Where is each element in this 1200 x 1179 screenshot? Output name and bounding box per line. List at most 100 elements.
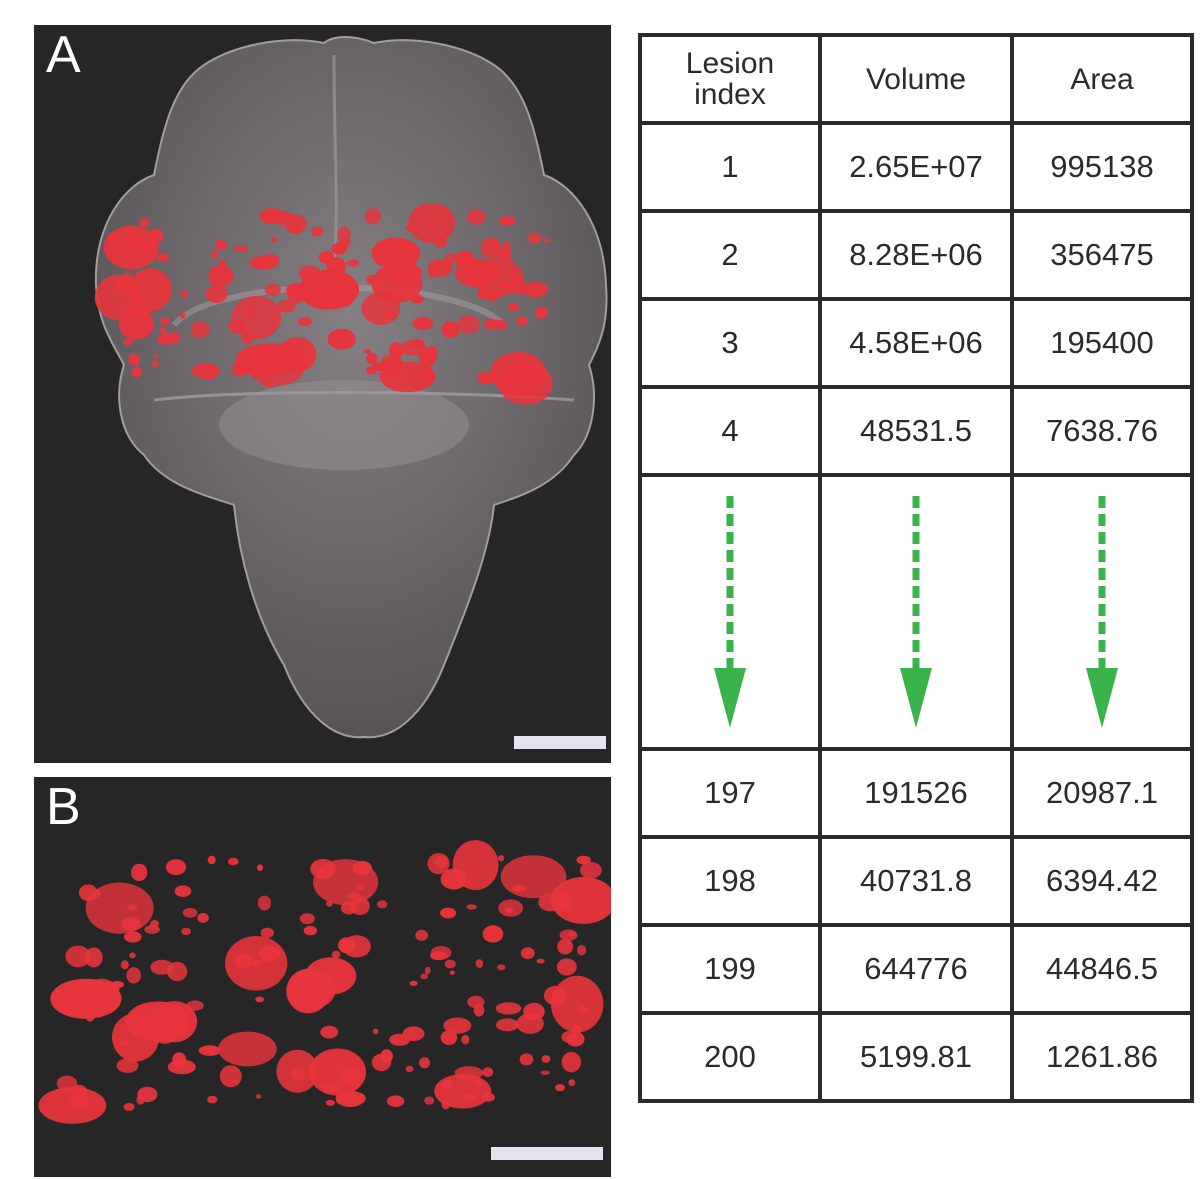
cell-index: 2 (638, 209, 822, 301)
lesion-blob (207, 1095, 218, 1104)
lesion-blob (430, 951, 448, 961)
lesion-blob (543, 238, 550, 243)
lesion-blob (501, 241, 511, 251)
lesion-blob (136, 1095, 145, 1105)
header-lesion-index: Lesion index (638, 33, 822, 125)
lesion-blob (371, 237, 421, 270)
lesion-blob (159, 326, 167, 334)
lesion-blob (466, 209, 486, 225)
table-row: 197 191526 20987.1 (638, 747, 1194, 839)
lesion-blob (198, 1045, 221, 1056)
lesion-blob (83, 994, 97, 1003)
cell-area: 6394.42 (1010, 835, 1194, 927)
lesion-blob (364, 208, 382, 225)
lesion-blob (205, 285, 228, 304)
lesion-blob (534, 306, 549, 319)
header-lesion-index-line2: index (694, 78, 766, 111)
lesion-blob (335, 1090, 365, 1107)
table-row: 200 5199.81 1261.86 (638, 1011, 1194, 1103)
cell-index: 199 (638, 923, 822, 1015)
lesion-blob (85, 882, 154, 934)
lesion-blob (366, 274, 382, 285)
lesion-blob (405, 1065, 414, 1073)
lesion-blob (208, 264, 234, 288)
cell-index: 197 (638, 747, 822, 839)
lesion-blob (538, 893, 562, 912)
lesion-blob (523, 1002, 545, 1021)
lesion-blob (320, 1083, 337, 1094)
lesion-blob (299, 913, 315, 925)
header-volume: Volume (818, 33, 1014, 125)
panel-a-brain-rendering: A (34, 25, 611, 763)
lesion-blob (291, 1066, 305, 1081)
lesion-table: Lesion index Volume Area 1 2.65E+07 99513… (638, 33, 1194, 1103)
lesion-blob (434, 1074, 492, 1109)
cell-volume: 191526 (818, 747, 1014, 839)
lesion-blob (303, 925, 317, 936)
lesion-blob (94, 274, 142, 320)
lesion-blob (443, 1017, 472, 1034)
lesion-blob (240, 333, 255, 344)
lesion-blob (197, 912, 209, 923)
cell-area: 44846.5 (1010, 923, 1194, 1015)
lesion-blob (156, 253, 169, 262)
down-arrow-icon (1086, 496, 1118, 728)
lesion-blob (540, 1070, 550, 1075)
lesion-blob (327, 328, 356, 350)
lesion-blob (56, 1075, 78, 1092)
lesion-blob (466, 904, 478, 910)
cell-area: 995138 (1010, 121, 1194, 213)
cell-volume: 48531.5 (818, 385, 1014, 477)
lesion-blob (495, 1018, 519, 1032)
down-arrow-icon (714, 496, 746, 728)
lesion-blob (444, 959, 456, 969)
lesion-blob (473, 1003, 485, 1017)
lesion-blob (255, 1094, 262, 1099)
lesion-blob (498, 216, 516, 226)
lesion-blob (568, 1079, 576, 1087)
lesion-blob (556, 958, 577, 976)
lesion-blob (206, 373, 215, 381)
cell-volume: 8.28E+06 (818, 209, 1014, 301)
lesion-blob (408, 202, 455, 244)
lesion-blob (139, 217, 150, 228)
lesion-blob (441, 321, 460, 338)
brain-image (94, 36, 608, 739)
lesion-blob (270, 210, 295, 225)
lesion-blob (339, 237, 351, 248)
lesion-blob (379, 361, 436, 393)
lesion-blob (214, 240, 227, 251)
continuation-cell (818, 473, 1014, 751)
lesion-blob (461, 1034, 470, 1045)
cell-area: 195400 (1010, 297, 1194, 389)
cell-volume: 644776 (818, 923, 1014, 1015)
cell-index: 200 (638, 1011, 822, 1103)
lesion-blob (167, 1059, 196, 1075)
lesion-blob (420, 973, 429, 980)
lesion-blob (490, 351, 547, 395)
lesion-blob (120, 960, 129, 970)
lesion-blob (383, 310, 395, 319)
lesion-blob (355, 883, 366, 890)
lesion-blob (415, 929, 429, 941)
lesion-blob (405, 263, 421, 283)
lesion-blob (287, 289, 301, 305)
lesion-cluster (94, 202, 553, 405)
lesion-blob (555, 1084, 565, 1092)
table-row: 3 4.58E+06 195400 (638, 297, 1194, 389)
cell-index: 1 (638, 121, 822, 213)
lesion-blob (497, 964, 506, 971)
lesion-blob (95, 981, 120, 997)
lesion-blob (482, 1067, 494, 1078)
lesion-blob (449, 970, 455, 975)
lesion-blob (182, 907, 198, 918)
lesion-blob (580, 862, 602, 879)
lesion-blob (536, 958, 545, 964)
lesion-blob (348, 892, 361, 900)
lesion-blob (373, 1028, 379, 1035)
table-row: 2 8.28E+06 356475 (638, 209, 1194, 301)
lesion-blob (576, 855, 591, 865)
lesion-blob (126, 967, 141, 984)
lesion-blob (405, 225, 415, 232)
lesion-blob (191, 362, 221, 379)
